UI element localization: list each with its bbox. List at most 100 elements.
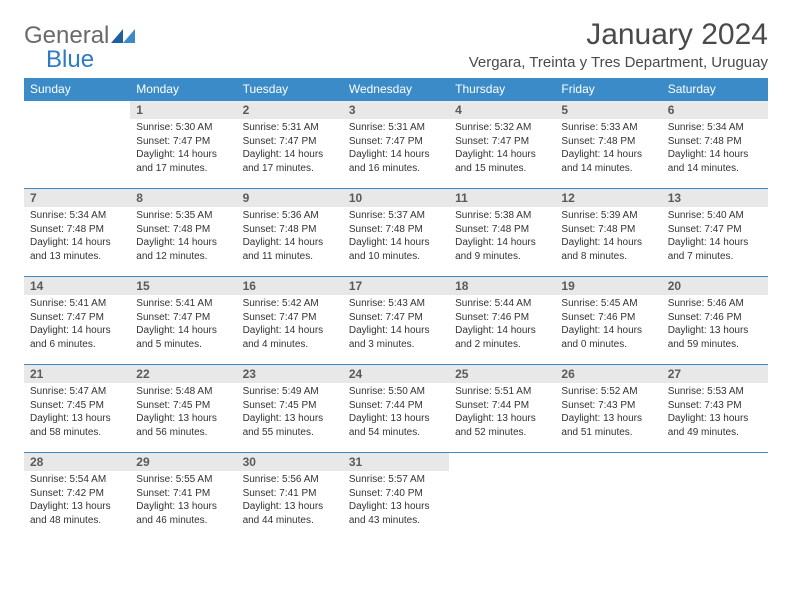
day-details: Sunrise: 5:36 AMSunset: 7:48 PMDaylight:… — [237, 207, 343, 267]
calendar-cell: 4Sunrise: 5:32 AMSunset: 7:47 PMDaylight… — [449, 100, 555, 188]
day-number: 4 — [449, 100, 555, 119]
day-details: Sunrise: 5:49 AMSunset: 7:45 PMDaylight:… — [237, 383, 343, 443]
sunrise-text: Sunrise: 5:52 AM — [561, 385, 655, 399]
calendar-cell — [555, 452, 661, 540]
calendar-cell: 8Sunrise: 5:35 AMSunset: 7:48 PMDaylight… — [130, 188, 236, 276]
sunset-text: Sunset: 7:42 PM — [30, 487, 124, 501]
calendar-cell: 25Sunrise: 5:51 AMSunset: 7:44 PMDayligh… — [449, 364, 555, 452]
day-number: 16 — [237, 276, 343, 295]
daylight-text: Daylight: 13 hours and 44 minutes. — [243, 500, 337, 527]
day-details: Sunrise: 5:44 AMSunset: 7:46 PMDaylight:… — [449, 295, 555, 355]
sunset-text: Sunset: 7:45 PM — [136, 399, 230, 413]
day-details: Sunrise: 5:56 AMSunset: 7:41 PMDaylight:… — [237, 471, 343, 531]
day-number: 6 — [662, 100, 768, 119]
day-number: 29 — [130, 452, 236, 471]
sunset-text: Sunset: 7:48 PM — [561, 135, 655, 149]
daylight-text: Daylight: 14 hours and 2 minutes. — [455, 324, 549, 351]
day-details: Sunrise: 5:40 AMSunset: 7:47 PMDaylight:… — [662, 207, 768, 267]
sunset-text: Sunset: 7:44 PM — [455, 399, 549, 413]
day-details: Sunrise: 5:31 AMSunset: 7:47 PMDaylight:… — [237, 119, 343, 179]
weekday-header: Sunday — [24, 78, 130, 100]
day-details: Sunrise: 5:41 AMSunset: 7:47 PMDaylight:… — [130, 295, 236, 355]
day-number: 27 — [662, 364, 768, 383]
calendar-cell — [662, 452, 768, 540]
day-details: Sunrise: 5:55 AMSunset: 7:41 PMDaylight:… — [130, 471, 236, 531]
calendar-cell: 13Sunrise: 5:40 AMSunset: 7:47 PMDayligh… — [662, 188, 768, 276]
day-details: Sunrise: 5:33 AMSunset: 7:48 PMDaylight:… — [555, 119, 661, 179]
weekday-header: Friday — [555, 78, 661, 100]
calendar-cell: 9Sunrise: 5:36 AMSunset: 7:48 PMDaylight… — [237, 188, 343, 276]
calendar-cell — [449, 452, 555, 540]
daylight-text: Daylight: 13 hours and 55 minutes. — [243, 412, 337, 439]
daylight-text: Daylight: 13 hours and 59 minutes. — [668, 324, 762, 351]
daylight-text: Daylight: 13 hours and 48 minutes. — [30, 500, 124, 527]
day-number: 22 — [130, 364, 236, 383]
sunrise-text: Sunrise: 5:48 AM — [136, 385, 230, 399]
calendar-cell: 26Sunrise: 5:52 AMSunset: 7:43 PMDayligh… — [555, 364, 661, 452]
sunset-text: Sunset: 7:48 PM — [243, 223, 337, 237]
daylight-text: Daylight: 14 hours and 11 minutes. — [243, 236, 337, 263]
daylight-text: Daylight: 14 hours and 17 minutes. — [243, 148, 337, 175]
day-number: 2 — [237, 100, 343, 119]
sunset-text: Sunset: 7:44 PM — [349, 399, 443, 413]
calendar-cell: 31Sunrise: 5:57 AMSunset: 7:40 PMDayligh… — [343, 452, 449, 540]
sunset-text: Sunset: 7:46 PM — [455, 311, 549, 325]
sunset-text: Sunset: 7:47 PM — [243, 311, 337, 325]
logo-text-blue: Blue — [24, 46, 94, 73]
weekday-header-row: Sunday Monday Tuesday Wednesday Thursday… — [24, 78, 768, 100]
calendar-cell: 24Sunrise: 5:50 AMSunset: 7:44 PMDayligh… — [343, 364, 449, 452]
daylight-text: Daylight: 13 hours and 46 minutes. — [136, 500, 230, 527]
sunset-text: Sunset: 7:41 PM — [136, 487, 230, 501]
day-details: Sunrise: 5:39 AMSunset: 7:48 PMDaylight:… — [555, 207, 661, 267]
day-number — [24, 100, 130, 119]
daylight-text: Daylight: 13 hours and 49 minutes. — [668, 412, 762, 439]
weekday-header: Wednesday — [343, 78, 449, 100]
daylight-text: Daylight: 14 hours and 17 minutes. — [136, 148, 230, 175]
sunset-text: Sunset: 7:41 PM — [243, 487, 337, 501]
sunset-text: Sunset: 7:47 PM — [243, 135, 337, 149]
day-details: Sunrise: 5:38 AMSunset: 7:48 PMDaylight:… — [449, 207, 555, 267]
day-number: 9 — [237, 188, 343, 207]
calendar-cell: 15Sunrise: 5:41 AMSunset: 7:47 PMDayligh… — [130, 276, 236, 364]
calendar-cell: 14Sunrise: 5:41 AMSunset: 7:47 PMDayligh… — [24, 276, 130, 364]
sunrise-text: Sunrise: 5:33 AM — [561, 121, 655, 135]
sunrise-text: Sunrise: 5:35 AM — [136, 209, 230, 223]
logo-triangle-icon — [111, 24, 137, 48]
calendar-cell: 18Sunrise: 5:44 AMSunset: 7:46 PMDayligh… — [449, 276, 555, 364]
sunrise-text: Sunrise: 5:41 AM — [136, 297, 230, 311]
sunrise-text: Sunrise: 5:32 AM — [455, 121, 549, 135]
sunset-text: Sunset: 7:48 PM — [561, 223, 655, 237]
sunset-text: Sunset: 7:48 PM — [30, 223, 124, 237]
daylight-text: Daylight: 14 hours and 5 minutes. — [136, 324, 230, 351]
sunrise-text: Sunrise: 5:45 AM — [561, 297, 655, 311]
day-details: Sunrise: 5:54 AMSunset: 7:42 PMDaylight:… — [24, 471, 130, 531]
sunrise-text: Sunrise: 5:44 AM — [455, 297, 549, 311]
sunrise-text: Sunrise: 5:42 AM — [243, 297, 337, 311]
sunset-text: Sunset: 7:40 PM — [349, 487, 443, 501]
calendar-cell: 11Sunrise: 5:38 AMSunset: 7:48 PMDayligh… — [449, 188, 555, 276]
calendar-week-row: 7Sunrise: 5:34 AMSunset: 7:48 PMDaylight… — [24, 188, 768, 276]
daylight-text: Daylight: 14 hours and 7 minutes. — [668, 236, 762, 263]
day-number: 15 — [130, 276, 236, 295]
day-number: 10 — [343, 188, 449, 207]
sunrise-text: Sunrise: 5:43 AM — [349, 297, 443, 311]
day-details: Sunrise: 5:37 AMSunset: 7:48 PMDaylight:… — [343, 207, 449, 267]
day-number: 19 — [555, 276, 661, 295]
sunrise-text: Sunrise: 5:36 AM — [243, 209, 337, 223]
day-number: 21 — [24, 364, 130, 383]
sunset-text: Sunset: 7:47 PM — [349, 135, 443, 149]
weekday-header: Saturday — [662, 78, 768, 100]
daylight-text: Daylight: 14 hours and 16 minutes. — [349, 148, 443, 175]
weekday-header: Thursday — [449, 78, 555, 100]
sunset-text: Sunset: 7:47 PM — [349, 311, 443, 325]
calendar-cell: 20Sunrise: 5:46 AMSunset: 7:46 PMDayligh… — [662, 276, 768, 364]
day-details: Sunrise: 5:34 AMSunset: 7:48 PMDaylight:… — [24, 207, 130, 267]
calendar-cell: 29Sunrise: 5:55 AMSunset: 7:41 PMDayligh… — [130, 452, 236, 540]
daylight-text: Daylight: 14 hours and 4 minutes. — [243, 324, 337, 351]
day-details: Sunrise: 5:41 AMSunset: 7:47 PMDaylight:… — [24, 295, 130, 355]
day-details: Sunrise: 5:53 AMSunset: 7:43 PMDaylight:… — [662, 383, 768, 443]
daylight-text: Daylight: 14 hours and 10 minutes. — [349, 236, 443, 263]
day-number: 3 — [343, 100, 449, 119]
calendar-cell: 17Sunrise: 5:43 AMSunset: 7:47 PMDayligh… — [343, 276, 449, 364]
day-number: 1 — [130, 100, 236, 119]
